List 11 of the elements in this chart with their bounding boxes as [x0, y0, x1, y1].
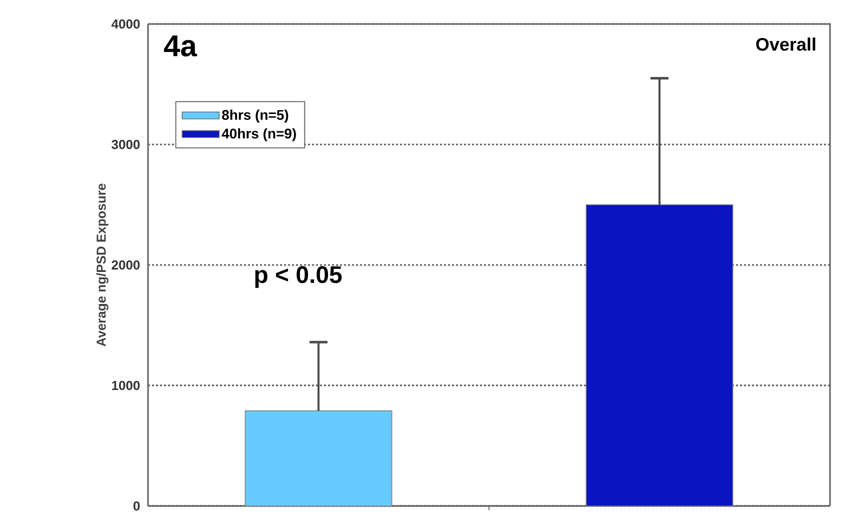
- y-tick-label: 2000: [112, 260, 140, 270]
- chart-title: 4a: [164, 36, 198, 56]
- legend-label: 8hrs (n=5): [222, 110, 288, 123]
- y-tick-label: 4000: [111, 19, 140, 29]
- y-tick-label: 3000: [112, 140, 140, 150]
- text: Overall: [756, 38, 816, 51]
- y-axis-title: Average ng/PSD Exposure: [96, 184, 108, 346]
- annotation: p < 0.05: [255, 266, 342, 288]
- y-tick-label: 0: [133, 501, 140, 511]
- legend-label: 40hrs (n=9): [222, 128, 296, 142]
- y-tick-label: 1000: [112, 380, 140, 390]
